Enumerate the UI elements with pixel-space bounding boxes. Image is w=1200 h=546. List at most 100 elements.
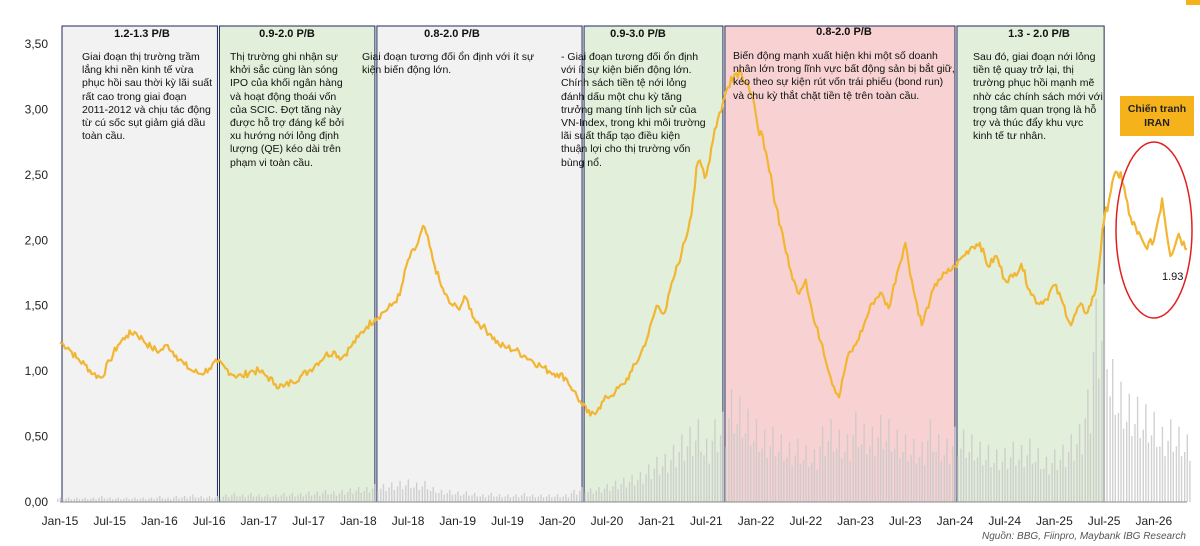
y-tick-label: 3,00 — [25, 102, 49, 116]
volume-bar — [708, 463, 710, 502]
volume-bar — [78, 499, 81, 502]
volume-bar — [407, 479, 410, 502]
y-tick-label: 2,00 — [25, 233, 49, 247]
volume-bar — [446, 493, 448, 502]
volume-bar — [1167, 440, 1169, 502]
volume-bar — [722, 411, 724, 502]
volume-bar — [1156, 447, 1158, 502]
volume-bar — [95, 499, 97, 502]
x-tick-label: Jul-19 — [491, 514, 524, 528]
period-description: Giai đoạn thị trường trầm lắng khi nền k… — [82, 51, 213, 143]
volume-bar — [695, 440, 697, 502]
volume-bar — [716, 451, 719, 502]
volume-bar — [857, 447, 860, 502]
x-tick-label: Jul-24 — [988, 514, 1021, 528]
volume-bar — [1180, 456, 1183, 502]
volume-bar — [1001, 461, 1004, 502]
volume-bar — [860, 444, 863, 502]
volume-bar — [667, 472, 669, 502]
volume-bar — [324, 489, 327, 502]
volume-bar — [388, 487, 390, 502]
volume-bar — [1006, 469, 1009, 502]
volume-bar — [479, 496, 482, 502]
volume-bar — [308, 491, 310, 502]
volume-bar — [664, 453, 666, 502]
volume-bar — [799, 463, 802, 502]
volume-bar — [313, 494, 316, 502]
period-title: 0.8-2.0 P/B — [816, 26, 872, 38]
pb-line — [59, 69, 1188, 417]
volume-bar — [595, 490, 598, 502]
volume-bar — [686, 446, 689, 502]
volume-bar — [343, 494, 346, 502]
volume-bar — [131, 498, 133, 502]
volume-bar — [753, 440, 755, 502]
volume-bar — [377, 491, 379, 502]
volume-bar — [1159, 446, 1161, 502]
period-panel-bg — [61, 25, 218, 503]
volume-bar — [1092, 351, 1095, 502]
last-value-label: 1.93 — [1162, 271, 1184, 283]
period-title: 0.9-2.0 P/B — [259, 28, 315, 40]
volume-bar — [587, 491, 589, 502]
volume-bar — [289, 495, 291, 502]
volume-bar — [739, 396, 741, 502]
x-tick-label: Jan-18 — [340, 514, 377, 528]
volume-bar — [877, 437, 879, 502]
x-tick-label: Jul-22 — [789, 514, 822, 528]
volume-bar — [617, 489, 619, 502]
volume-bar — [774, 456, 777, 502]
volume-bar — [490, 492, 492, 502]
volume-bar — [468, 495, 470, 502]
volume-bar — [714, 419, 716, 502]
volume-bar — [1029, 438, 1031, 502]
period-description: Sau đó, giai đoạn nới lỏng tiền tệ quay … — [973, 51, 1103, 143]
volume-bar — [932, 451, 934, 502]
volume-bar — [609, 491, 611, 502]
volume-bar — [310, 495, 313, 502]
x-tick-label: Jul-21 — [690, 514, 723, 528]
volume-bar — [1037, 447, 1039, 502]
volume-bar — [805, 444, 807, 502]
volume-bar — [222, 496, 225, 502]
volume-bar — [1026, 455, 1028, 502]
volume-bar — [299, 492, 302, 502]
volume-bar — [879, 414, 882, 502]
volume-bar — [581, 486, 584, 502]
volume-bar — [791, 465, 793, 502]
x-tick-label: Jan-19 — [439, 514, 476, 528]
period-panel-1: 1.2-1.3 P/B Giai đoạn thị trường trầm lắ… — [64, 28, 220, 143]
volume-bar — [647, 464, 650, 502]
volume-bar — [915, 463, 918, 502]
volume-bar — [808, 467, 810, 502]
volume-bar — [380, 488, 382, 502]
volume-bar — [744, 433, 747, 502]
volume-bar — [888, 419, 890, 502]
volume-bar — [90, 498, 92, 502]
volume-bar — [783, 460, 785, 502]
volume-bar — [1139, 437, 1141, 502]
volume-bar — [1172, 451, 1175, 502]
volume-bar — [1031, 463, 1034, 502]
volume-bar — [1103, 283, 1106, 502]
x-tick-label: Jan-21 — [638, 514, 675, 528]
volume-bar — [1125, 421, 1128, 502]
volume-bar — [399, 480, 401, 502]
volume-bar — [291, 492, 294, 502]
volume-bar — [415, 482, 418, 502]
period-panel-bg — [583, 25, 724, 503]
volume-bar — [335, 495, 338, 502]
volume-bar — [338, 493, 341, 502]
volume-bar — [156, 497, 158, 502]
volume-bar — [816, 469, 818, 502]
volume-bar — [316, 491, 318, 502]
volume-bar — [1147, 442, 1150, 502]
volume-bar — [1184, 451, 1186, 502]
volume-bar — [869, 446, 871, 502]
volume-bar — [76, 497, 78, 502]
volume-bar — [1098, 378, 1100, 502]
volume-bar — [642, 483, 644, 502]
y-tick-label: 2,50 — [25, 168, 49, 182]
volume-bar — [1056, 469, 1059, 502]
volume-bar — [103, 498, 106, 502]
